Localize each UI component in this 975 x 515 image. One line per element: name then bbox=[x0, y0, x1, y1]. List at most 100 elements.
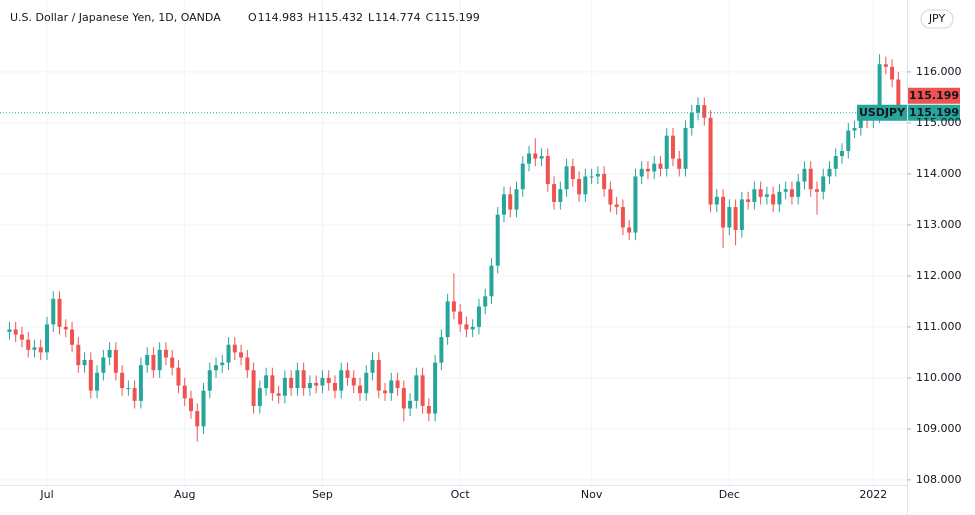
candle-body bbox=[721, 196, 726, 228]
candle-body bbox=[614, 204, 619, 208]
ohlc-letter: H bbox=[308, 11, 316, 24]
candle-body bbox=[733, 207, 738, 231]
candle-body bbox=[239, 352, 244, 358]
candle-body bbox=[533, 153, 538, 159]
candle-body bbox=[527, 153, 532, 164]
candle-body bbox=[883, 64, 888, 67]
candle-body bbox=[301, 370, 306, 389]
candle-body bbox=[314, 383, 319, 386]
candle-body bbox=[702, 105, 707, 118]
candle-body bbox=[671, 135, 675, 159]
candle-body bbox=[602, 173, 607, 190]
candle-body bbox=[145, 354, 150, 366]
candle-body bbox=[495, 214, 500, 266]
candle-body bbox=[201, 390, 206, 427]
symbol-label: USDJPY bbox=[859, 106, 906, 119]
candle-body bbox=[195, 411, 200, 427]
candle-body bbox=[752, 189, 757, 202]
candle-body bbox=[389, 380, 394, 394]
candle-body bbox=[470, 326, 475, 330]
candle-body bbox=[88, 360, 93, 391]
candle-body bbox=[727, 207, 732, 228]
x-tick-label: Sep bbox=[312, 488, 333, 501]
candle-body bbox=[214, 365, 219, 371]
ohlc-letter: O bbox=[248, 11, 257, 24]
candle-body bbox=[439, 337, 444, 363]
candle-body bbox=[858, 117, 863, 129]
candle-body bbox=[483, 296, 488, 307]
candle-body bbox=[458, 311, 463, 325]
candle-body bbox=[476, 306, 481, 327]
close-price-badge bbox=[908, 87, 960, 104]
candle-body bbox=[833, 156, 838, 169]
candle-body bbox=[739, 199, 744, 231]
x-tick-label: Oct bbox=[451, 488, 471, 501]
candle-body bbox=[696, 105, 701, 113]
candle-body bbox=[282, 377, 287, 396]
candle-body bbox=[877, 64, 882, 116]
candle-body bbox=[852, 128, 857, 131]
overlay: USDJPY 115.199 115.199 bbox=[0, 87, 960, 121]
close-price-label: 115.199 bbox=[909, 89, 959, 102]
candle-body bbox=[558, 189, 563, 202]
candle-body bbox=[445, 301, 450, 338]
candle-body bbox=[401, 388, 406, 409]
candle-body bbox=[220, 362, 225, 366]
candle-body bbox=[232, 344, 237, 353]
currency-badge[interactable] bbox=[920, 9, 954, 29]
candle-body bbox=[157, 349, 162, 371]
candle-body bbox=[426, 405, 431, 414]
candle-body bbox=[26, 339, 31, 350]
candle-body bbox=[264, 375, 269, 389]
candle-body bbox=[846, 130, 851, 151]
candle-body bbox=[683, 128, 688, 169]
candle-body bbox=[76, 344, 81, 366]
candle-body bbox=[520, 163, 525, 190]
y-tick-label: 116.000 bbox=[916, 65, 962, 78]
candle-body bbox=[358, 385, 362, 394]
candle-body bbox=[101, 357, 106, 373]
candle-body bbox=[113, 349, 118, 373]
candle-body bbox=[746, 199, 751, 202]
ohlc-value: 114.774 bbox=[375, 11, 421, 24]
price-badge bbox=[908, 104, 960, 121]
candle-body bbox=[890, 66, 895, 80]
candle-body bbox=[176, 367, 181, 386]
candle-body bbox=[639, 168, 644, 177]
candle-body bbox=[451, 301, 456, 312]
candle-body bbox=[464, 324, 469, 330]
candle-body bbox=[320, 377, 325, 386]
candle-body bbox=[376, 360, 381, 391]
y-tick-label: 113.000 bbox=[916, 218, 962, 231]
y-tick-label: 110.000 bbox=[916, 371, 962, 384]
grid bbox=[0, 0, 907, 485]
ohlc-letter: C bbox=[426, 11, 434, 24]
candle-body bbox=[289, 377, 294, 389]
candle-body bbox=[570, 166, 575, 180]
candle-body bbox=[107, 349, 112, 358]
candle-body bbox=[70, 329, 75, 345]
candle-body bbox=[433, 362, 438, 414]
candle-body bbox=[608, 189, 613, 205]
y-tick-label: 109.000 bbox=[916, 422, 962, 435]
ohlc-header: O 114.983 H 115.432 L 114.774 C 115.199 bbox=[248, 11, 480, 24]
candle-body bbox=[595, 173, 600, 177]
currency[interactable]: JPY bbox=[928, 12, 946, 25]
candle-body bbox=[552, 184, 557, 202]
candle-body bbox=[501, 194, 506, 215]
candle-body bbox=[771, 194, 776, 205]
candle-body bbox=[151, 354, 156, 371]
candle-body bbox=[63, 326, 68, 330]
candle-body bbox=[7, 329, 12, 333]
candle-body bbox=[827, 168, 832, 177]
candle-body bbox=[383, 390, 388, 394]
candle-body bbox=[276, 393, 281, 396]
candle-body bbox=[627, 227, 632, 233]
candle-body bbox=[583, 176, 588, 195]
candle-body bbox=[645, 168, 650, 172]
candle-body bbox=[758, 189, 763, 197]
candle-body bbox=[789, 189, 794, 197]
candle-body bbox=[714, 196, 719, 205]
